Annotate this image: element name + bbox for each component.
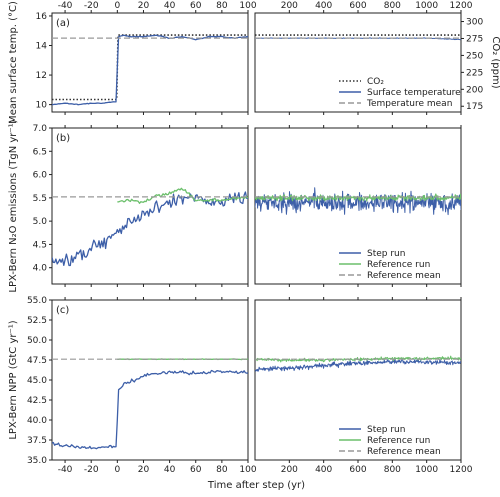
x-tick-label-top: 200	[281, 1, 298, 11]
x-tick-label: 20	[138, 465, 150, 475]
left-plot-area	[52, 187, 248, 267]
y2-tick-label: 250	[466, 51, 483, 61]
x-tick-label-top: 0	[114, 1, 120, 11]
y2-tick-label: 275	[466, 34, 483, 44]
y-tick-label: 14	[36, 42, 48, 52]
x-axis-label: Time after step (yr)	[207, 480, 305, 491]
x-tick-label-top: 60	[190, 1, 202, 11]
legend-label: Surface temperature	[367, 88, 461, 98]
y2-tick-label: 200	[466, 85, 483, 95]
x-tick-label-top: 600	[349, 1, 366, 11]
right-plot-area	[255, 355, 461, 372]
y-axis-label: LPX-Bern N₂O emissions (TgN yr⁻¹)	[8, 119, 19, 292]
x-tick-label-top: 40	[164, 1, 176, 11]
x-tick-label: 800	[384, 465, 401, 475]
series-step-run-right	[255, 358, 461, 372]
y-tick-label: 10	[36, 101, 48, 111]
y-tick-label: 4.5	[33, 240, 47, 250]
x-tick-label-top: 400	[315, 1, 332, 11]
legend-label: Reference mean	[367, 271, 441, 281]
panel-3: 35.0 37.5 40.0 42.5 45.0 47.5 50.0 52.5 55.0 LPX-…	[8, 296, 473, 491]
y-tick-label: 4.0	[33, 264, 48, 274]
y-tick-label: 45.0	[27, 376, 47, 386]
series-co--left	[52, 34, 248, 101]
series-step-run-left	[52, 191, 248, 267]
y-tick-label: 37.5	[27, 436, 47, 446]
y-tick-label: 42.5	[27, 396, 47, 406]
x-tick-label: -40	[58, 465, 73, 475]
left-plot-area	[52, 34, 248, 106]
x-tick-label-top: 80	[216, 1, 228, 11]
legend-label: CO₂	[367, 77, 384, 87]
legend-label: Reference mean	[367, 447, 441, 457]
series-step-run-left	[52, 369, 248, 450]
y2-tick-label: 225	[466, 68, 483, 78]
x-tick-label: 40	[164, 465, 176, 475]
right-plot-area	[255, 187, 461, 216]
x-tick-label-top: 800	[384, 1, 401, 11]
x-tick-label: 1000	[415, 465, 438, 475]
x-tick-label: 200	[281, 465, 298, 475]
x-tick-label: 80	[216, 465, 228, 475]
x-tick-label-top: 1200	[450, 1, 473, 11]
y-tick-label: 5.5	[33, 194, 47, 204]
y-tick-label: 35.0	[27, 456, 47, 466]
y-axis-label: Mean surface temp. (°C)	[8, 1, 19, 124]
x-tick-label-top: 100	[239, 1, 256, 11]
y-tick-label: 40.0	[27, 416, 47, 426]
y2-tick-label: 300	[466, 18, 483, 28]
x-tick-label: 100	[239, 465, 256, 475]
series-step-run-right	[255, 187, 461, 216]
panel-label: (c)	[56, 305, 69, 316]
left-axes-frame	[51, 127, 249, 285]
y-tick-label: 12	[36, 71, 47, 81]
y2-axis-label: CO₂ (ppm)	[490, 36, 500, 88]
x-tick-label: 1200	[450, 465, 473, 475]
x-tick-label: 0	[114, 465, 120, 475]
y2-tick-label: 175	[466, 102, 483, 112]
panel-label: (a)	[56, 18, 70, 29]
legend-label: Temperature mean	[366, 99, 452, 109]
x-tick-label: 60	[190, 465, 202, 475]
y-tick-label: 7.0	[33, 124, 48, 134]
legend-label: Reference run	[367, 260, 430, 270]
y-axis-label: LPX-Bern NPP (GtC yr⁻¹)	[8, 320, 19, 439]
legend-label: Reference run	[367, 436, 430, 446]
y-tick-label: 5.0	[33, 217, 48, 227]
series-surface-temperature-left	[52, 34, 248, 106]
y-tick-label: 47.5	[27, 356, 47, 366]
y-tick-label: 55.0	[27, 296, 47, 306]
x-tick-label: 400	[315, 465, 332, 475]
right-plot-area	[255, 34, 461, 41]
y-tick-label: 50.0	[27, 336, 47, 346]
x-tick-label-top: 1000	[415, 1, 438, 11]
left-plot-area	[52, 358, 248, 450]
y-tick-label: 52.5	[27, 316, 47, 326]
left-axes-frame	[51, 299, 249, 461]
panel-2: 4.0 4.5 5.0 5.5 6.0 6.5 7.0 LPX-Bern N₂O emissi…	[8, 119, 462, 293]
x-tick-label-top: -40	[58, 1, 73, 11]
legend-label: Step run	[367, 425, 405, 435]
left-axes-frame	[51, 12, 249, 113]
panel-label: (b)	[56, 133, 70, 144]
legend-label: Step run	[367, 249, 405, 259]
x-tick-label: -20	[84, 465, 99, 475]
y-tick-label: 6.5	[33, 147, 47, 157]
y-tick-label: 6.0	[33, 171, 48, 181]
x-tick-label-top: 20	[138, 1, 150, 11]
y-tick-label: 16	[36, 12, 48, 22]
x-tick-label-top: -20	[84, 1, 99, 11]
series-reference-run-left	[117, 187, 248, 204]
x-tick-label: 600	[349, 465, 366, 475]
